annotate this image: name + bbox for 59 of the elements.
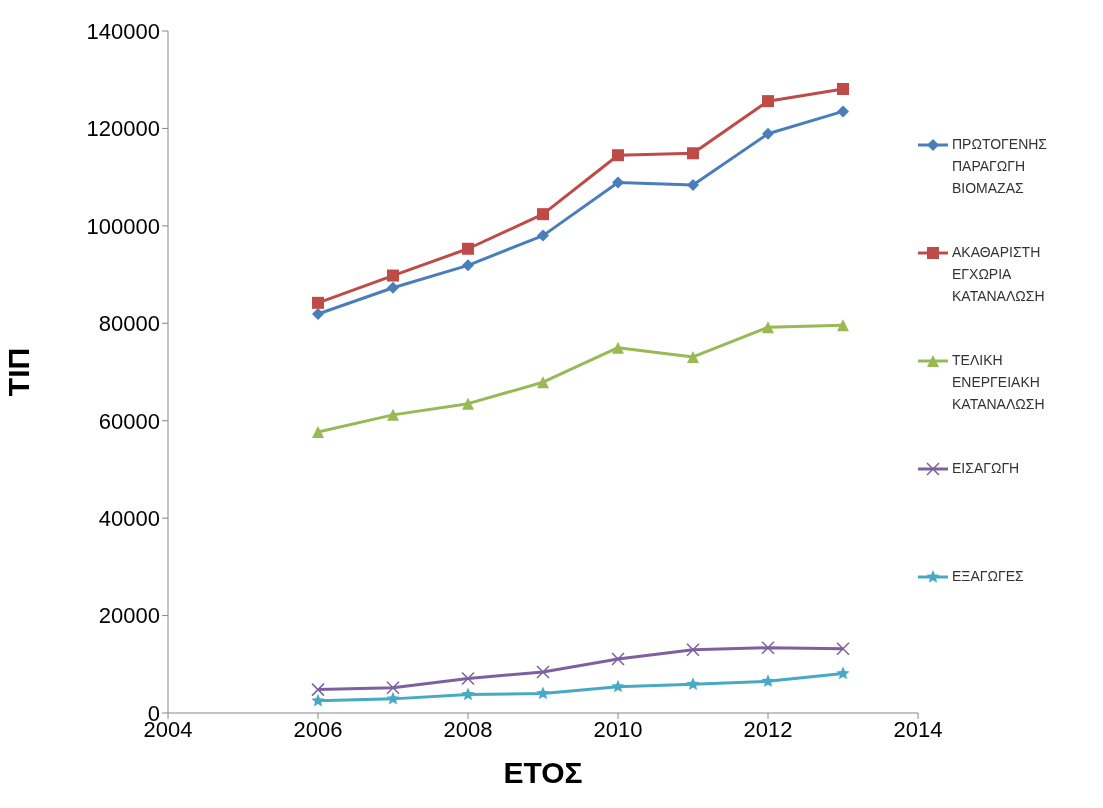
point <box>536 686 550 700</box>
legend-label: ΑΚΑΘΑΡΙΣΤΗ ΕΓΧΩΡΙΑ ΚΑΤΑΝΑΛΩΣΗ <box>952 242 1046 306</box>
point <box>836 641 850 656</box>
point <box>762 321 774 334</box>
point <box>537 208 549 221</box>
point <box>536 665 550 679</box>
x-tick-label: 2008 <box>443 716 493 742</box>
point <box>462 397 474 410</box>
point <box>836 666 850 680</box>
legend-label: ΤΕΛΙΚΗ ΕΝΕΡΓΕΙΑΚΗ ΚΑΤΑΝΑΛΩΣΗ <box>952 350 1046 414</box>
point <box>762 95 774 108</box>
point <box>612 149 624 162</box>
point <box>312 308 324 321</box>
legend-label: ΕΞΑΓΩΓΕΣ <box>952 566 1024 586</box>
point <box>461 671 475 686</box>
point <box>537 229 549 242</box>
point <box>837 82 849 95</box>
point <box>686 677 700 690</box>
point <box>687 350 699 363</box>
point <box>386 691 400 705</box>
x-tick-label: 2010 <box>593 716 643 742</box>
point <box>762 127 774 140</box>
point <box>387 281 399 294</box>
point <box>462 259 474 272</box>
point <box>387 408 399 421</box>
point <box>611 652 625 666</box>
y-axis-title: ΤΙΠ <box>1 347 35 397</box>
point <box>312 425 324 438</box>
point <box>611 679 625 693</box>
y-tick-label: 80000 <box>98 311 160 337</box>
x-tick-label: 2012 <box>743 716 793 742</box>
y-tick-label: 60000 <box>98 408 160 434</box>
point <box>686 642 700 657</box>
point <box>311 682 325 697</box>
legend-label: ΠΡΩΤΟΓΕΝΗΣ ΠΑΡΑΓΩΓΗ ΒΙΟΜΑΖΑΣ <box>952 134 1049 198</box>
y-tick-label: 100000 <box>86 213 160 239</box>
point <box>761 674 775 687</box>
point <box>462 242 474 255</box>
y-tick-label: 120000 <box>86 116 160 142</box>
point <box>537 376 549 389</box>
point <box>612 341 624 354</box>
y-tick-label: 20000 <box>98 603 160 629</box>
point <box>312 296 324 309</box>
point <box>761 640 775 655</box>
x-tick-label: 2006 <box>293 716 343 742</box>
x-tick-label: 2014 <box>893 716 943 742</box>
point <box>461 687 475 701</box>
point <box>687 178 699 191</box>
y-tick-label: 140000 <box>86 18 160 44</box>
point <box>311 693 325 707</box>
point <box>687 147 699 160</box>
point <box>387 269 399 282</box>
point <box>837 105 849 118</box>
point <box>837 319 849 332</box>
point <box>612 176 624 189</box>
legend-label: ΕΙΣΑΓΩΓΗ <box>952 458 1020 478</box>
y-tick-label: 40000 <box>98 505 160 531</box>
point <box>386 680 400 695</box>
x-axis-title: ΕΤΟΣ <box>503 756 583 789</box>
